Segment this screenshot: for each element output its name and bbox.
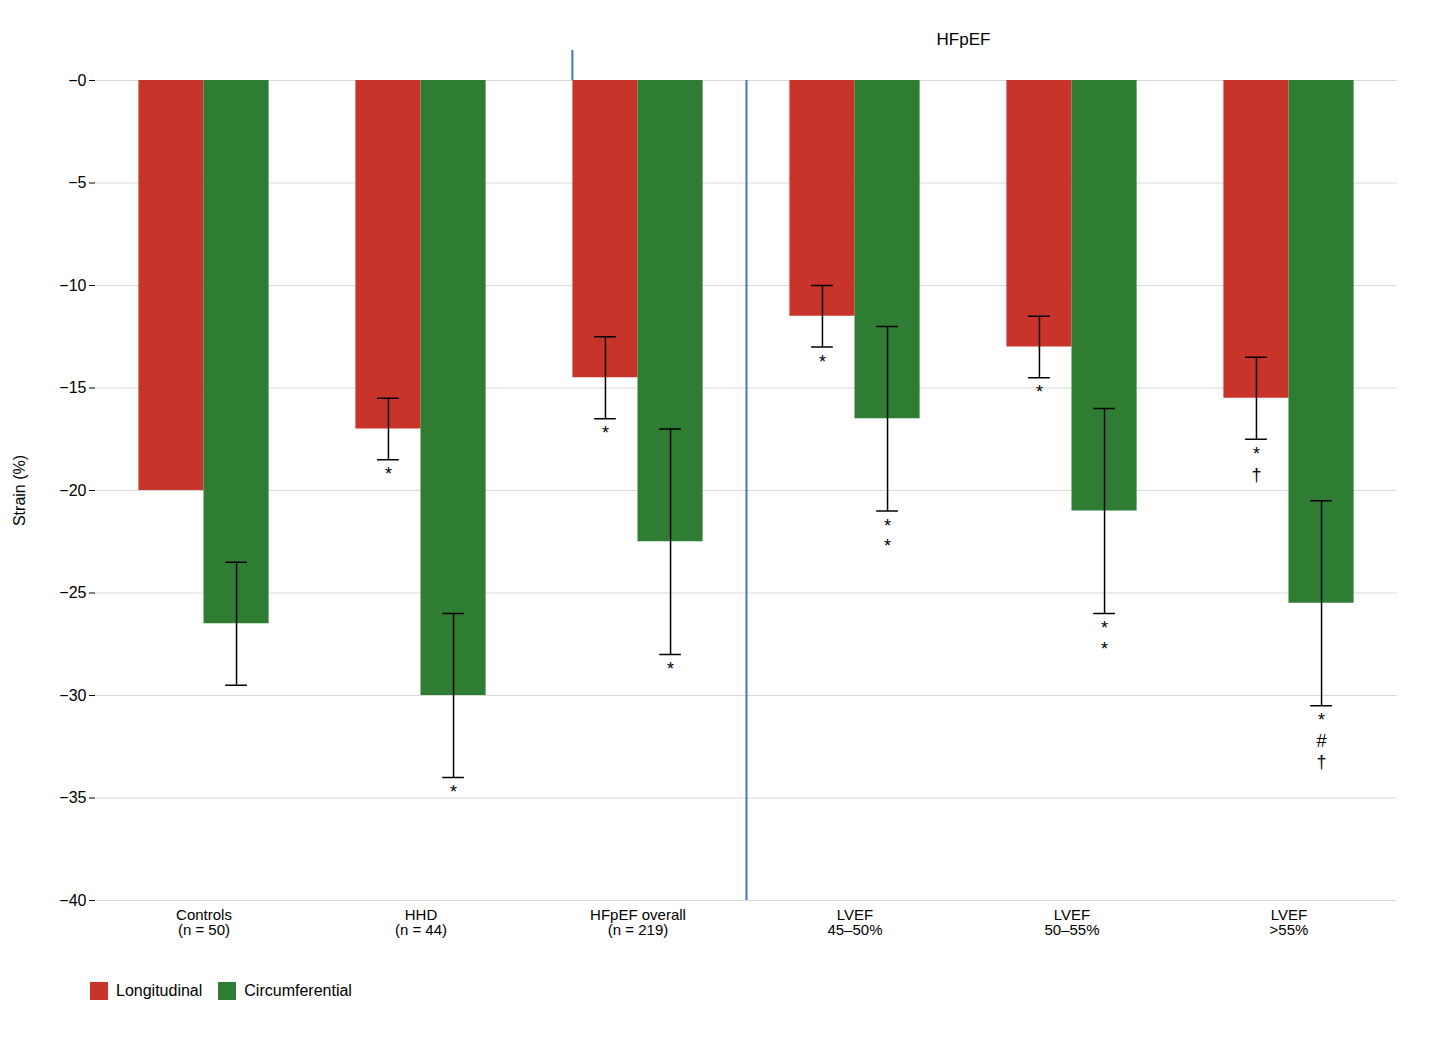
svg-text:**: ** xyxy=(884,516,891,557)
html-text:Circumferential: Circumferential xyxy=(244,981,352,999)
svg-text:LVEF50–55%: LVEF50–55% xyxy=(1044,906,1099,938)
svg-text:Controls(n = 50): Controls(n = 50) xyxy=(176,906,232,938)
svg-text:*#†: *#† xyxy=(1317,710,1327,771)
svg-text:−40: −40 xyxy=(59,892,86,909)
svg-text:*: * xyxy=(819,352,826,372)
svg-text:HFpEF overall(n = 219): HFpEF overall(n = 219) xyxy=(590,906,686,938)
svg-text:*: * xyxy=(1036,382,1043,402)
svg-text:−25: −25 xyxy=(59,584,86,601)
svg-text:*: * xyxy=(450,782,457,802)
svg-text:HFpEF: HFpEF xyxy=(937,30,991,49)
svg-text:LVEF45–50%: LVEF45–50% xyxy=(827,906,882,938)
svg-text:−15: −15 xyxy=(59,379,86,396)
svg-text:*: * xyxy=(602,423,609,443)
svg-text:*: * xyxy=(385,464,392,484)
svg-text:−10: −10 xyxy=(59,277,86,294)
svg-text:*†: *† xyxy=(1251,444,1261,485)
svg-text:−20: −20 xyxy=(59,482,86,499)
svg-text:Strain (%): Strain (%) xyxy=(11,455,28,526)
svg-text:*: * xyxy=(667,659,674,679)
svg-text:LVEF>55%: LVEF>55% xyxy=(1270,906,1309,938)
svg-text:**: ** xyxy=(1101,618,1108,659)
svg-text:−5: −5 xyxy=(68,174,86,191)
html-text:Longitudinal: Longitudinal xyxy=(116,981,203,999)
svg-text:−35: −35 xyxy=(59,789,86,806)
svg-text:HHD(n = 44): HHD(n = 44) xyxy=(395,906,447,938)
svg-text:−0: −0 xyxy=(68,72,86,89)
svg-text:−30: −30 xyxy=(59,687,86,704)
